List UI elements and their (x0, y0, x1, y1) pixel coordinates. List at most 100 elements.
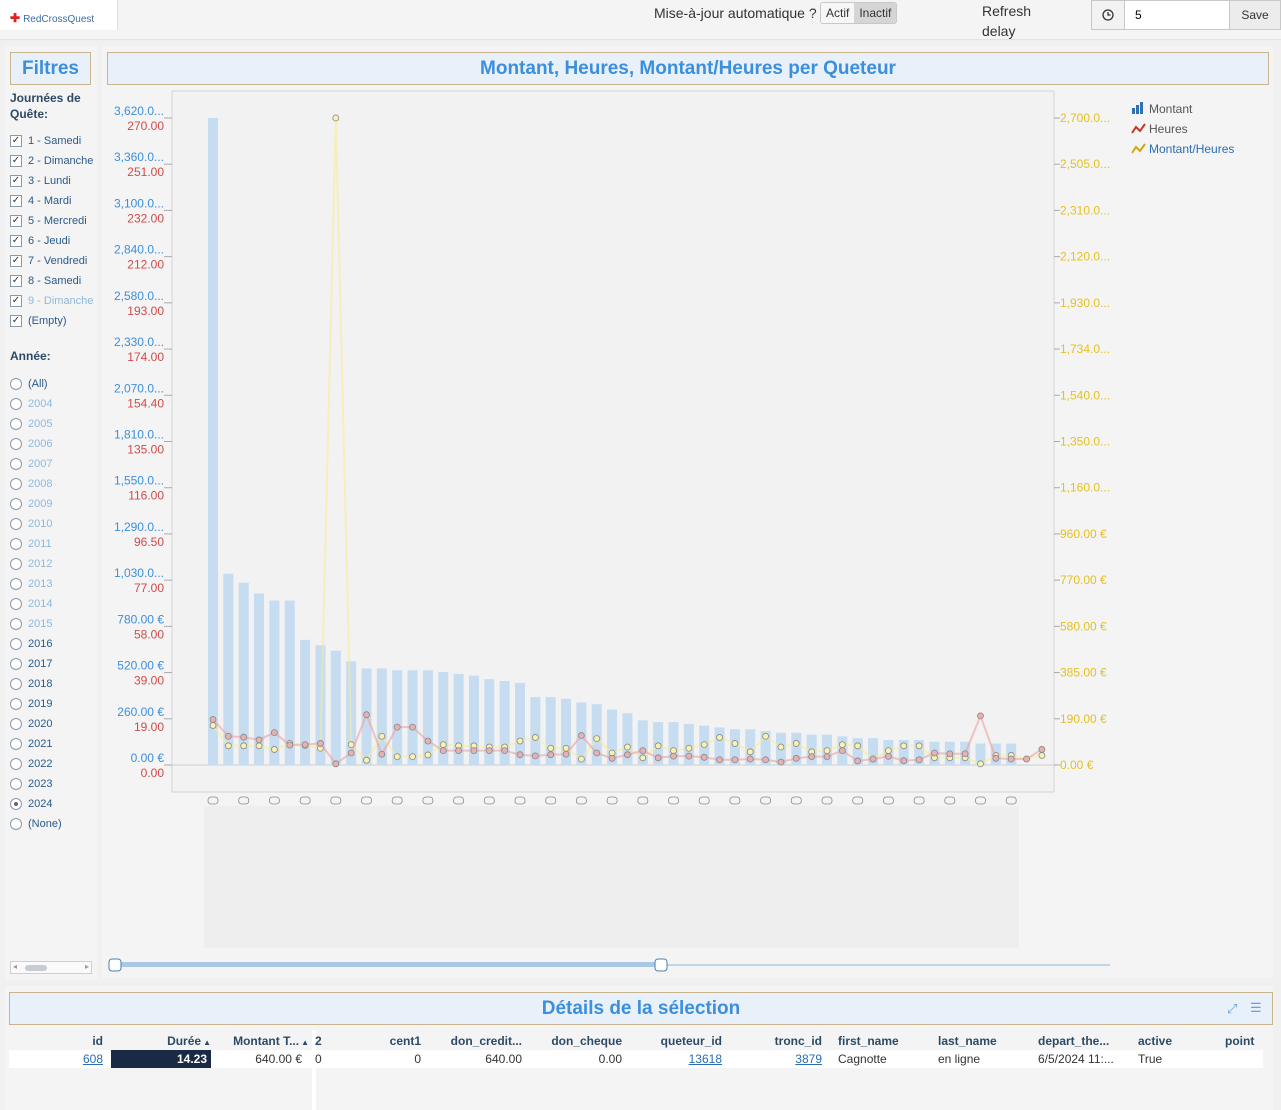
montant-heures-point[interactable] (224, 742, 232, 750)
radio-button[interactable] (10, 698, 22, 710)
column-header[interactable]: don_credit... (430, 1034, 522, 1048)
heures-point[interactable] (762, 756, 769, 764)
heures-point[interactable] (670, 752, 677, 760)
year-filter-item[interactable]: 2009 (10, 495, 52, 513)
checkbox[interactable]: ✓ (10, 215, 22, 227)
montant-heures-point[interactable] (654, 742, 662, 750)
heures-point[interactable] (808, 753, 816, 761)
cell-montant[interactable]: 640.00 € (255, 1052, 302, 1066)
heures-point[interactable] (961, 750, 969, 758)
bar-montant[interactable] (561, 698, 572, 765)
montant-heures-point[interactable] (716, 734, 723, 741)
montant-heures-point[interactable] (531, 734, 539, 741)
checkbox[interactable]: ✓ (10, 275, 22, 287)
montant-heures-point[interactable] (854, 742, 862, 750)
year-filter-item[interactable]: 2016 (10, 635, 52, 653)
bar-montant[interactable] (714, 727, 725, 765)
day-filter-item[interactable]: ✓ 1 - Samedi (10, 132, 81, 150)
checkbox[interactable]: ✓ (10, 235, 22, 247)
bar-montant[interactable] (729, 729, 740, 765)
bar-montant[interactable] (545, 697, 556, 765)
heures-point[interactable] (301, 741, 309, 749)
radio-button[interactable] (10, 758, 22, 770)
radio-button[interactable] (10, 718, 22, 730)
bar-montant[interactable] (238, 582, 249, 765)
heures-point[interactable] (654, 754, 662, 762)
radio-button[interactable] (10, 498, 22, 510)
bar-montant[interactable] (914, 739, 925, 765)
heures-point[interactable] (931, 749, 938, 757)
montant-heures-point[interactable] (577, 755, 585, 763)
montant-heures-point[interactable] (516, 737, 524, 745)
heures-point[interactable] (1038, 746, 1046, 753)
heures-point[interactable] (485, 747, 493, 755)
filters-scrollbar[interactable]: ◂ ▸ (10, 961, 92, 974)
legend-label[interactable]: Montant (1149, 102, 1193, 116)
bar-montant[interactable] (453, 673, 464, 765)
heures-point[interactable] (792, 754, 800, 762)
montant-heures-point[interactable] (593, 735, 601, 743)
montant-heures-point[interactable] (900, 742, 908, 750)
radio-button[interactable] (10, 818, 22, 830)
montant-heures-point[interactable] (393, 753, 401, 761)
checkbox[interactable]: ✓ (10, 135, 22, 147)
cell-don-credit[interactable]: 640.00 (485, 1052, 522, 1066)
heures-point[interactable] (317, 740, 324, 747)
heures-point[interactable] (516, 751, 524, 759)
bar-montant[interactable] (607, 709, 618, 765)
heures-point[interactable] (608, 754, 616, 762)
column-header[interactable]: last_name (938, 1034, 1028, 1048)
montant-heures-point[interactable] (915, 742, 923, 750)
radio-button[interactable] (10, 578, 22, 590)
radio-button[interactable] (10, 438, 22, 450)
montant-heures-point[interactable] (838, 741, 846, 749)
column-list-icon[interactable]: ☰ (1250, 1000, 1262, 1015)
bar-montant[interactable] (668, 722, 679, 765)
day-filter-item[interactable]: ✓ 5 - Mercredi (10, 212, 87, 230)
montant-heures-point[interactable] (823, 747, 831, 755)
selected-cell-duree[interactable]: 14.23 (111, 1050, 211, 1068)
montant-heures-point[interactable] (639, 754, 647, 762)
heures-point[interactable] (347, 749, 355, 757)
cell-last-name[interactable]: en ligne (938, 1052, 981, 1066)
scrollbar-thumb[interactable] (25, 965, 47, 971)
montant-heures-point[interactable] (209, 722, 217, 729)
cell-2[interactable]: 0 (315, 1052, 322, 1066)
year-filter-item[interactable]: 2014 (10, 595, 52, 613)
year-filter-item[interactable]: (None) (10, 815, 62, 833)
heures-point[interactable] (838, 747, 846, 755)
year-filter-item[interactable]: 2024 (10, 795, 52, 813)
cell-cent1[interactable]: 0 (414, 1052, 421, 1066)
montant-heures-point[interactable] (885, 747, 892, 755)
day-filter-item[interactable]: ✓ 2 - Dimanche (10, 152, 93, 170)
radio-button[interactable] (10, 738, 22, 750)
heures-point[interactable] (424, 737, 432, 745)
year-filter-item[interactable]: 2022 (10, 755, 52, 773)
radio-button[interactable] (10, 418, 22, 430)
bar-montant[interactable] (791, 732, 802, 765)
year-filter-item[interactable]: 2015 (10, 615, 52, 633)
bar-montant[interactable] (438, 672, 449, 765)
bar-montant[interactable] (392, 670, 403, 765)
montant-heures-point[interactable] (685, 744, 693, 752)
bar-montant[interactable] (683, 723, 694, 765)
heures-point[interactable] (255, 736, 263, 744)
year-filter-item[interactable]: 2011 (10, 535, 52, 553)
heures-point[interactable] (624, 751, 631, 759)
montant-heures-point[interactable] (731, 740, 739, 747)
montant-heures-point[interactable] (624, 743, 631, 751)
year-filter-item[interactable]: 2019 (10, 695, 52, 713)
radio-button[interactable] (10, 558, 22, 570)
radio-button[interactable] (10, 618, 22, 630)
cell-id-link[interactable]: 608 (82, 1052, 103, 1066)
legend-label[interactable]: Montant/Heures (1149, 142, 1234, 156)
radio-button[interactable] (10, 598, 22, 610)
heures-point[interactable] (224, 732, 232, 740)
heures-point[interactable] (869, 755, 877, 763)
heures-point[interactable] (777, 758, 785, 766)
year-filter-item[interactable]: 2007 (10, 455, 52, 473)
heures-point[interactable] (992, 754, 1000, 762)
montant-heures-point[interactable] (270, 746, 278, 753)
bar-montant[interactable] (468, 675, 479, 765)
bar-montant[interactable] (223, 573, 234, 765)
